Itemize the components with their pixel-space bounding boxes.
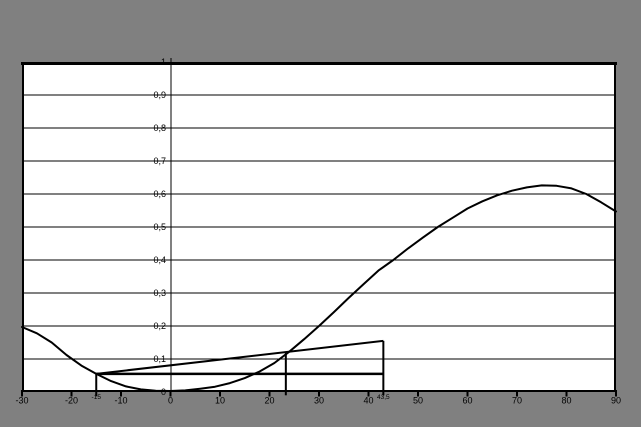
x-axis-tick-label: 20	[264, 396, 274, 406]
y-axis-tick-label: 1	[161, 57, 166, 67]
x-axis-tick-label: 0	[168, 396, 173, 406]
y-axis-tick-label: 0,5	[153, 222, 166, 232]
x-axis-tick-label: 60	[462, 396, 472, 406]
x-axis-tick-label: 80	[561, 396, 571, 406]
y-axis-tick-label: 0,1	[153, 354, 166, 364]
curve-series	[21, 184, 617, 392]
x-axis-tick-label: -20	[65, 396, 78, 406]
x-axis-tick-label: 90	[611, 396, 621, 406]
y-axis-tick-label: 0	[161, 387, 166, 397]
secant-line	[96, 339, 384, 375]
x-axis-tick-label: -10	[114, 396, 127, 406]
y-axis-tick-label: 0,4	[153, 255, 166, 265]
y-axis-tick-label: 0,6	[153, 189, 166, 199]
x-axis-tick-label: 30	[314, 396, 324, 406]
x-axis-tick-label: 40	[363, 396, 373, 406]
y-axis-tick-label: 0,2	[153, 321, 166, 331]
y-axis-tick-label: 0,9	[153, 90, 166, 100]
x-axis-tick-label: 10	[215, 396, 225, 406]
x-axis-tick-label: 50	[413, 396, 423, 406]
x-axis-tick-label: -30	[15, 396, 28, 406]
y-axis-tick-label: 0,8	[153, 123, 166, 133]
marker-label: -15	[92, 394, 102, 401]
y-axis-tick-label: 0,3	[153, 288, 166, 298]
y-axis-tick-label: 0,7	[153, 156, 166, 166]
x-axis-tick-label: 70	[512, 396, 522, 406]
marker-label: 43,5	[377, 394, 390, 401]
